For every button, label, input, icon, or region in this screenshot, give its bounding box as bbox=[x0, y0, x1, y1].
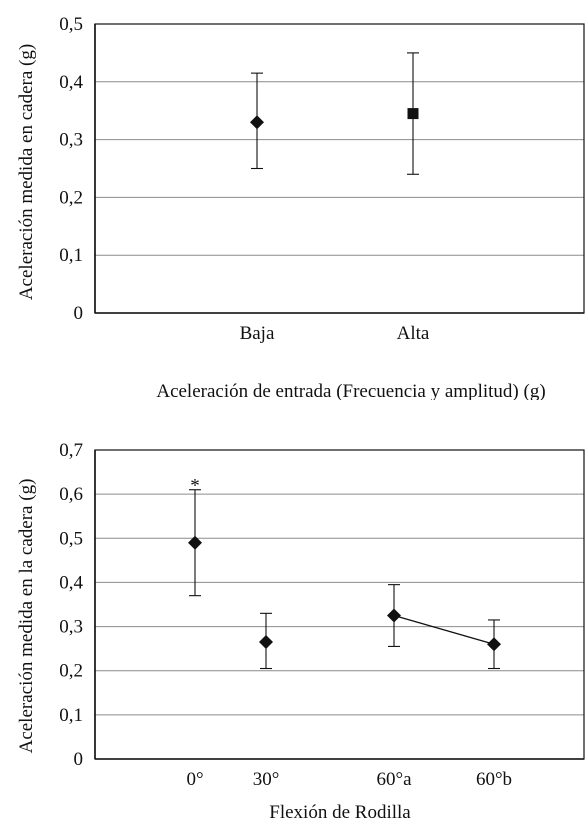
data-point-square bbox=[407, 108, 419, 120]
x-tick-label: Alta bbox=[397, 323, 430, 344]
x-tick-label: 60°b bbox=[476, 769, 512, 790]
y-tick-label: 0,5 bbox=[59, 14, 83, 35]
y-tick-labels: 0 0,1 0,2 0,3 0,4 0,5 bbox=[59, 14, 83, 324]
x-tick-labels: 0° 30° 60°a 60°b bbox=[186, 769, 512, 790]
data-point-diamond bbox=[387, 608, 401, 623]
data-point-diamond bbox=[259, 635, 273, 650]
y-tick-label: 0,3 bbox=[59, 617, 83, 638]
x-tick-label: 0° bbox=[186, 769, 203, 790]
y-tick-label: 0,7 bbox=[59, 440, 83, 461]
x-axis-label: Flexión de Rodilla bbox=[269, 802, 411, 823]
y-axis-label: Aceleración medida en cadera (g) bbox=[16, 44, 37, 300]
series-line bbox=[393, 614, 495, 645]
y-tick-label: 0 bbox=[74, 303, 84, 324]
x-tick-label: 30° bbox=[253, 769, 280, 790]
y-tick-label: 0,6 bbox=[59, 484, 83, 505]
y-tick-label: 0,4 bbox=[59, 72, 83, 93]
y-tick-label: 0,1 bbox=[59, 705, 83, 726]
x-axis-label: Aceleración de entrada (Frecuencia y amp… bbox=[156, 381, 545, 400]
chart-bottom: 0 0,1 0,2 0,3 0,4 0,5 0,6 0,7 0° 30° 60°a 60°b * A… bbox=[16, 440, 585, 823]
y-tick-label: 0,3 bbox=[59, 130, 83, 151]
y-tick-label: 0,5 bbox=[59, 528, 83, 549]
plot-frame bbox=[94, 449, 585, 760]
gridlines bbox=[94, 23, 585, 314]
y-tick-label: 0,1 bbox=[59, 245, 83, 266]
data-points: * bbox=[188, 476, 501, 670]
data-point-diamond bbox=[188, 535, 202, 550]
plot-frame bbox=[94, 23, 585, 314]
y-tick-label: 0 bbox=[74, 749, 84, 770]
data-points bbox=[250, 52, 419, 175]
y-tick-label: 0,4 bbox=[59, 572, 83, 593]
x-tick-label: Baja bbox=[240, 323, 275, 344]
y-tick-labels: 0 0,1 0,2 0,3 0,4 0,5 0,6 0,7 bbox=[59, 440, 83, 770]
gridlines bbox=[94, 449, 585, 760]
data-point-diamond bbox=[250, 115, 264, 130]
y-tick-label: 0,2 bbox=[59, 187, 83, 208]
x-tick-label: 60°a bbox=[376, 769, 412, 790]
data-point-diamond bbox=[487, 637, 501, 652]
y-axis-label: Aceleración medida en la cadera (g) bbox=[16, 479, 37, 754]
y-tick-label: 0,2 bbox=[59, 661, 83, 682]
x-tick-labels: Baja Alta bbox=[240, 323, 430, 344]
significance-annotation: * bbox=[190, 476, 200, 497]
chart-top: 0 0,1 0,2 0,3 0,4 0,5 Baja Alta Aceleración me… bbox=[16, 14, 585, 400]
